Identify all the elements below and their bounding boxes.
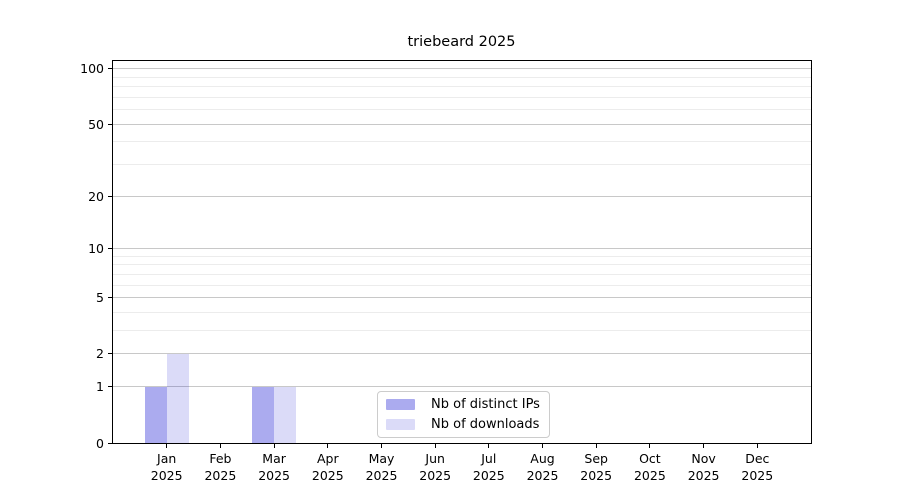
y-gridline-major <box>113 68 811 70</box>
legend-label: Nb of distinct IPs <box>431 397 540 412</box>
y-tick-label: 100 <box>80 61 104 77</box>
y-gridline-major <box>113 123 811 125</box>
y-tick <box>108 386 113 388</box>
y-tick <box>108 68 113 70</box>
x-tick <box>381 444 382 448</box>
y-tick <box>108 123 113 125</box>
bar-distinct-ips-jan-2025 <box>144 386 167 443</box>
y-tick-label: 0 <box>96 435 104 451</box>
y-gridline-minor <box>113 330 811 332</box>
y-tick-label: 1 <box>96 379 104 395</box>
y-tick <box>108 442 113 444</box>
x-tick-label: Jan 2025 <box>150 451 183 483</box>
y-gridline-major <box>113 297 811 299</box>
y-tick-label: 2 <box>96 346 104 362</box>
x-tick-label: Jun 2025 <box>419 451 452 483</box>
y-tick <box>108 248 113 249</box>
y-gridline-major <box>113 386 811 388</box>
y-gridline-minor <box>113 164 811 165</box>
y-gridline-major <box>113 353 811 355</box>
x-tick-label: Oct 2025 <box>633 451 666 483</box>
x-tick-label: Nov 2025 <box>687 451 720 483</box>
y-gridline-minor <box>113 86 811 88</box>
legend-label: Nb of downloads <box>431 417 540 432</box>
legend: Nb of distinct IPs Nb of downloads <box>377 391 550 438</box>
x-tick <box>166 444 168 448</box>
y-tick <box>108 353 113 355</box>
x-tick <box>219 444 221 448</box>
x-tick <box>327 444 329 448</box>
y-tick-label: 5 <box>96 290 104 306</box>
x-tick-label: Aug 2025 <box>526 451 559 483</box>
y-gridline-minor <box>113 264 811 266</box>
x-tick-label: Jul 2025 <box>472 451 505 483</box>
bar-downloads-jan-2025 <box>166 353 189 443</box>
y-gridline-minor <box>113 141 811 143</box>
legend-row: Nb of downloads <box>386 415 549 435</box>
x-tick-label: Feb 2025 <box>204 451 237 483</box>
x-tick <box>649 444 651 448</box>
y-tick-label: 50 <box>88 116 104 132</box>
y-gridline-minor <box>113 312 811 313</box>
y-gridline-minor <box>113 273 811 275</box>
y-gridline-minor <box>113 76 811 78</box>
x-tick <box>703 444 705 448</box>
plot-area <box>112 60 812 444</box>
x-tick-label: Apr 2025 <box>311 451 344 483</box>
y-tick-label: 10 <box>88 241 104 256</box>
x-tick <box>595 444 597 448</box>
x-tick <box>273 444 275 448</box>
y-tick-label: 20 <box>88 188 104 204</box>
x-tick <box>488 444 490 448</box>
x-tick <box>434 444 436 448</box>
legend-swatch <box>386 399 415 410</box>
x-tick <box>542 444 543 448</box>
chart-title: triebeard 2025 <box>407 34 516 50</box>
bar-distinct-ips-mar-2025 <box>252 386 275 443</box>
legend-swatch <box>386 419 415 430</box>
x-tick-label: Sep 2025 <box>580 451 613 483</box>
y-tick <box>108 195 113 197</box>
x-tick <box>756 444 758 448</box>
y-gridline-major <box>113 248 811 249</box>
y-gridline-major <box>113 195 811 197</box>
y-gridline-minor <box>113 109 811 111</box>
y-tick <box>108 297 113 299</box>
x-tick-label: May 2025 <box>365 451 398 483</box>
y-gridline-minor <box>113 255 811 257</box>
legend-row: Nb of distinct IPs <box>386 395 549 415</box>
x-tick-label: Mar 2025 <box>258 451 290 483</box>
y-gridline-minor <box>113 284 811 286</box>
x-tick-label: Dec 2025 <box>741 451 774 483</box>
y-gridline-minor <box>113 96 811 98</box>
bar-downloads-mar-2025 <box>274 386 297 443</box>
